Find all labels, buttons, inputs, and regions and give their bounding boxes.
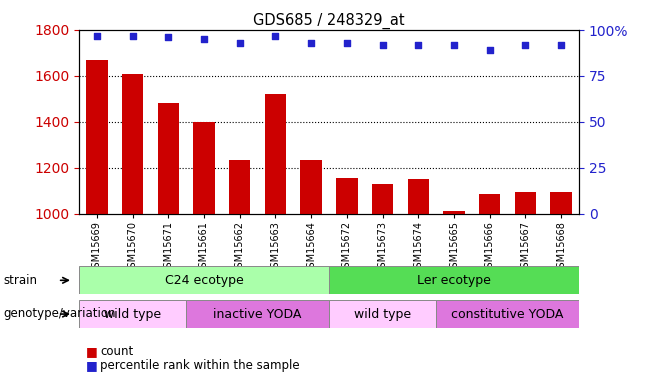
Point	[234, 40, 245, 46]
Point	[163, 34, 174, 40]
Text: ■: ■	[86, 359, 97, 372]
Text: genotype/variation: genotype/variation	[3, 308, 116, 320]
Point	[449, 42, 459, 48]
Bar	[436, 300, 579, 328]
Bar	[157, 104, 179, 214]
Text: Ler ecotype: Ler ecotype	[417, 274, 491, 287]
Bar	[443, 211, 465, 214]
Text: wild type: wild type	[354, 308, 411, 321]
Bar	[122, 74, 143, 214]
Bar	[186, 300, 329, 328]
Point	[127, 33, 138, 39]
Title: GDS685 / 248329_at: GDS685 / 248329_at	[253, 12, 405, 28]
Bar	[86, 60, 107, 214]
Point	[270, 33, 281, 39]
Bar	[229, 160, 251, 214]
Bar	[193, 122, 215, 214]
Point	[413, 42, 424, 48]
Bar	[479, 194, 501, 214]
Bar	[551, 192, 572, 214]
Point	[306, 40, 316, 46]
Point	[377, 42, 388, 48]
Bar	[79, 300, 186, 328]
Bar	[329, 266, 579, 294]
Text: constitutive YODA: constitutive YODA	[451, 308, 564, 321]
Text: inactive YODA: inactive YODA	[213, 308, 302, 321]
Text: percentile rank within the sample: percentile rank within the sample	[100, 359, 299, 372]
Text: ■: ■	[86, 345, 97, 358]
Bar	[515, 192, 536, 214]
Point	[520, 42, 531, 48]
Bar	[265, 94, 286, 214]
Bar	[301, 160, 322, 214]
Bar	[79, 266, 329, 294]
Text: strain: strain	[3, 274, 38, 286]
Bar	[372, 184, 393, 214]
Text: C24 ecotype: C24 ecotype	[164, 274, 243, 287]
Point	[91, 33, 102, 39]
Point	[484, 47, 495, 53]
Bar	[407, 179, 429, 214]
Point	[199, 36, 209, 42]
Bar	[329, 300, 436, 328]
Text: count: count	[100, 345, 134, 358]
Text: wild type: wild type	[104, 308, 161, 321]
Point	[556, 42, 567, 48]
Point	[342, 40, 352, 46]
Bar	[336, 178, 357, 214]
